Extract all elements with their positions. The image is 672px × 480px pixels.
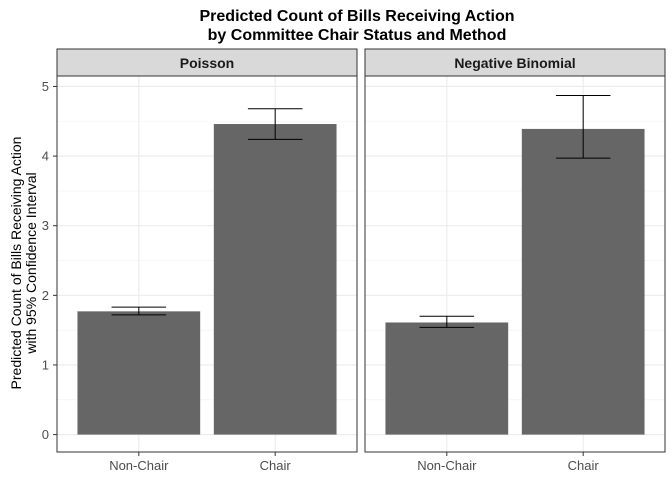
y-tick-label: 2 [42, 288, 49, 303]
facet-panel-0: Poisson Non-Chair Chair 0 1 2 3 4 5 [42, 48, 358, 473]
chart-title-line-1: Predicted Count of Bills Receiving Actio… [200, 8, 515, 25]
y-tick-label: 1 [42, 357, 49, 372]
y-tick-label: 5 [42, 79, 49, 94]
facet-strip-label: Poisson [180, 55, 234, 71]
bar-non-chair [77, 311, 201, 435]
error-bar [111, 306, 167, 316]
facet-strip [364, 48, 666, 77]
chart-title-line-2: by Committee Chair Status and Method [208, 27, 507, 44]
bar-chair [521, 128, 645, 435]
panel-border [56, 75, 358, 453]
x-tick-label: Non-Chair [417, 458, 477, 473]
y-tick-label: 4 [42, 149, 49, 164]
x-tick-label: Chair [260, 458, 292, 473]
facet-panel-1: Negative Binomial Non-Chair Chair [364, 48, 666, 473]
facet-strip [56, 48, 358, 77]
y-axis-title-line-1: Predicted Count of Bills Receiving Actio… [8, 137, 24, 390]
y-axis-title: Predicted Count of Bills Receiving Actio… [8, 137, 39, 390]
y-tick-label: 3 [42, 218, 49, 233]
x-tick-label: Non-Chair [109, 458, 169, 473]
error-bar [419, 315, 475, 328]
error-bar [555, 94, 611, 159]
error-bar [247, 108, 303, 140]
bar-non-chair [385, 322, 509, 435]
facet-panels: Poisson Non-Chair Chair 0 1 2 3 4 5 Negative Bino… [42, 48, 666, 473]
facet-strip-label: Negative Binomial [454, 55, 575, 71]
bar-chair [213, 124, 337, 435]
x-tick-label: Chair [568, 458, 600, 473]
panel-border [364, 75, 666, 453]
y-axis-title-line-2: with 95% Confidence Interval [23, 172, 39, 354]
y-tick-label: 0 [42, 427, 49, 442]
